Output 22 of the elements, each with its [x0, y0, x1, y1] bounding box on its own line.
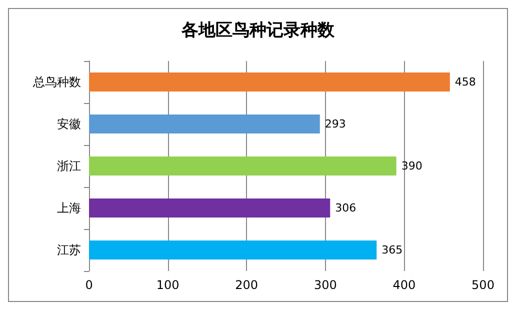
y-tick-label: 总鸟种数	[32, 75, 81, 89]
x-tick-label: 100	[156, 278, 180, 292]
data-label: 458	[454, 76, 476, 88]
x-tick-label: 300	[314, 278, 337, 292]
bar	[89, 240, 377, 260]
x-tick-label: 500	[472, 278, 494, 292]
data-label: 365	[382, 244, 403, 256]
x-tick-label: 400	[392, 278, 416, 292]
data-label: 306	[335, 202, 356, 214]
x-tick-label: 0	[85, 278, 93, 292]
y-tick-label: 上海	[57, 201, 81, 215]
bar	[89, 198, 330, 218]
y-tick-label: 浙江	[57, 159, 81, 173]
bar	[89, 156, 396, 176]
data-label: 390	[401, 160, 422, 172]
bar	[89, 72, 450, 92]
y-tick-label: 江苏	[57, 243, 81, 257]
y-tick-label: 安徽	[57, 117, 81, 131]
x-tick-label: 200	[235, 278, 258, 292]
data-label: 293	[324, 118, 346, 130]
chart-title: 各地区鸟种记录种数	[180, 20, 336, 40]
bar	[89, 114, 320, 134]
